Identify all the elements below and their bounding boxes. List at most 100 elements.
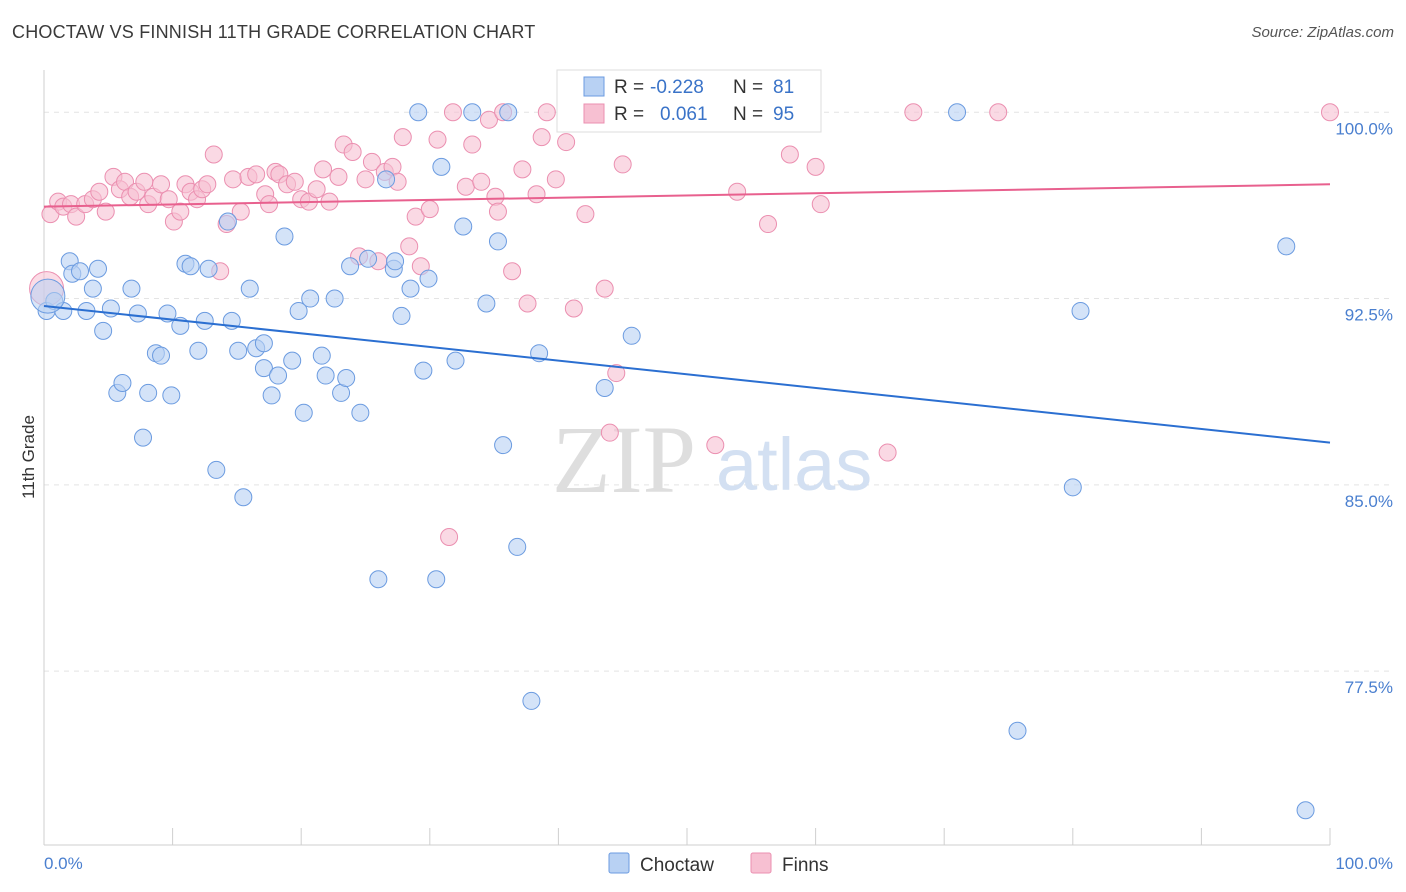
choctaw-point xyxy=(595,378,614,397)
choctaw-point xyxy=(427,570,446,589)
finns-point xyxy=(607,364,626,383)
choctaw-point xyxy=(494,436,513,455)
finns-point xyxy=(546,170,565,189)
finns-point xyxy=(518,294,537,313)
finns-point xyxy=(811,195,830,214)
finns-point xyxy=(759,215,778,234)
tick-labels: 77.5% 85.0% 92.5% 100.0% 0.0% 100.0% xyxy=(44,119,1393,873)
choctaw-point xyxy=(454,217,473,236)
finns-point xyxy=(878,443,897,462)
legend-choctaw-swatch xyxy=(608,852,630,874)
choctaw-point xyxy=(294,403,313,422)
choctaw-point xyxy=(128,304,147,323)
choctaw-point xyxy=(392,306,411,325)
watermark-atlas: atlas xyxy=(716,423,872,506)
choctaw-point xyxy=(377,170,396,189)
choctaw-point xyxy=(262,386,281,405)
finns-point xyxy=(780,145,799,164)
finns-point xyxy=(260,195,279,214)
finns-point xyxy=(706,436,725,455)
choctaw-point xyxy=(386,252,405,271)
choctaw-point xyxy=(234,488,253,507)
finns-point xyxy=(135,172,154,191)
finns-point xyxy=(989,103,1008,122)
finns-point xyxy=(443,103,462,122)
finns-point xyxy=(96,202,115,221)
choctaw-point xyxy=(254,334,273,353)
finns-point xyxy=(307,180,326,199)
choctaw-point xyxy=(289,301,308,320)
finns-point xyxy=(486,187,505,206)
choctaw-point xyxy=(122,279,141,298)
choctaw-point xyxy=(325,289,344,308)
choctaw-point xyxy=(312,346,331,365)
choctaw-point xyxy=(301,289,320,308)
choctaw-point xyxy=(1277,237,1296,256)
chart-title: CHOCTAW VS FINNISH 11TH GRADE CORRELATIO… xyxy=(12,22,536,42)
choctaw-point xyxy=(432,157,451,176)
choctaw-r-value: -0.228 xyxy=(650,77,704,98)
finns-point xyxy=(247,165,266,184)
choctaw-point xyxy=(1063,478,1082,497)
finns-point xyxy=(224,170,243,189)
x-tick-label: 0.0% xyxy=(44,854,83,873)
choctaw-point xyxy=(488,232,507,251)
y-tick-label: 100.0% xyxy=(1335,119,1393,138)
finns-point xyxy=(343,143,362,161)
choctaw-point xyxy=(207,460,226,479)
finns-r-value: 0.061 xyxy=(660,104,708,125)
finns-point xyxy=(329,167,348,186)
choctaw-point xyxy=(269,366,288,385)
y-tick-label: 92.5% xyxy=(1345,306,1393,325)
finns-point xyxy=(557,133,576,152)
grid xyxy=(44,111,1392,672)
finns-point xyxy=(428,130,447,149)
choctaw-point xyxy=(218,212,237,231)
finns-point xyxy=(576,205,595,224)
choctaw-point xyxy=(189,341,208,360)
choctaw-point xyxy=(401,279,420,298)
stats-legend: R = -0.228 N = 81 R = 0.061 N = 95 xyxy=(556,69,822,133)
axes xyxy=(43,70,1331,846)
choctaw-point xyxy=(463,103,482,122)
choctaw-r-label: R = xyxy=(614,77,644,98)
trend-lines xyxy=(43,183,1331,444)
finns-point xyxy=(1321,103,1339,122)
choctaw-point xyxy=(94,321,113,340)
watermark: ZIP atlas xyxy=(552,406,872,513)
choctaw-point xyxy=(1008,721,1027,740)
finns-point xyxy=(806,157,825,176)
finns-point xyxy=(90,182,109,201)
finns-point xyxy=(513,160,532,179)
choctaw-point xyxy=(508,537,527,556)
y-tick-label: 85.0% xyxy=(1345,492,1393,511)
finns-point xyxy=(904,103,923,122)
finns-point xyxy=(537,103,556,122)
choctaw-point xyxy=(499,103,518,122)
choctaw-legend-swatch xyxy=(583,76,605,97)
finns-point xyxy=(171,202,190,221)
choctaw-point xyxy=(522,691,541,710)
finns-point xyxy=(595,279,614,298)
choctaw-point xyxy=(409,103,428,122)
finns-point xyxy=(527,185,546,204)
choctaw-point xyxy=(162,386,181,405)
finns-point xyxy=(600,423,619,442)
finns-point xyxy=(406,207,425,226)
choctaw-point xyxy=(254,359,273,378)
finns-point xyxy=(532,128,551,147)
finns-point xyxy=(198,175,217,194)
choctaw-point xyxy=(316,366,335,385)
choctaw-point xyxy=(195,311,214,330)
finns-point xyxy=(314,160,333,179)
choctaw-point xyxy=(283,351,302,370)
finns-point xyxy=(503,262,522,281)
finns-n-value: 95 xyxy=(773,104,794,125)
legend-finns-swatch xyxy=(750,852,772,874)
y-axis-label: 11th Grade xyxy=(19,415,38,499)
choctaw-point xyxy=(89,259,108,278)
choctaw-point xyxy=(113,374,132,392)
finns-point xyxy=(67,207,86,226)
finns-point xyxy=(285,172,304,191)
choctaw-point xyxy=(948,103,967,122)
